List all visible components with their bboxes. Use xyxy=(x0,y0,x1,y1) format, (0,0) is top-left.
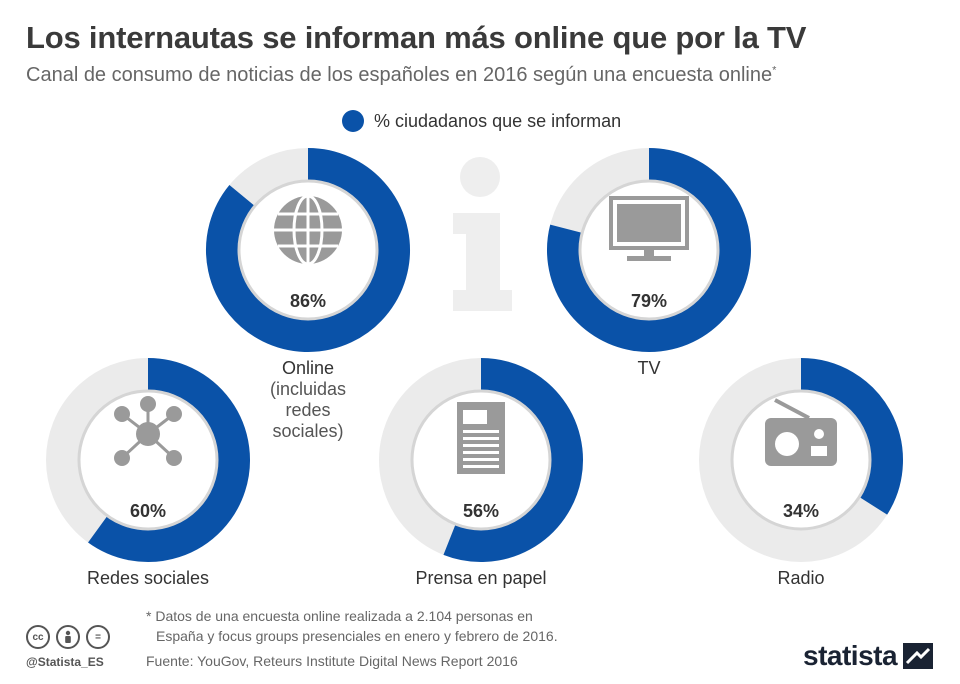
donut-category-label: Redes sociales xyxy=(87,568,209,588)
network-node xyxy=(166,406,182,422)
tv-icon-screen xyxy=(617,204,681,242)
brand-wordmark: statista xyxy=(803,640,898,671)
donut-value-arc xyxy=(547,148,751,352)
social-handle: @Statista_ES xyxy=(26,655,104,669)
newspaper-icon-line xyxy=(463,430,499,433)
donut-inner-ring xyxy=(77,389,219,531)
donut-category-label-line: TV xyxy=(637,358,660,378)
chart-title: Los internautas se informan más online q… xyxy=(26,20,807,55)
newspaper-icon-line xyxy=(463,451,499,454)
network-node xyxy=(114,406,130,422)
donut-chart: 86% Online (incluidas redes sociales) 79% TV 60… xyxy=(46,148,903,588)
legend-swatch xyxy=(342,110,364,132)
legend-label: % ciudadanos que se informan xyxy=(374,110,622,131)
cc-license-icon: cc xyxy=(26,625,50,649)
license-icons: cc = xyxy=(26,625,110,649)
donut-category-label-line: redes xyxy=(285,400,330,420)
donut-2: 60% Redes sociales xyxy=(46,358,250,588)
footnote-line-2: España y focus groups presenciales en en… xyxy=(156,628,558,644)
network-node xyxy=(140,396,156,412)
info-watermark-stem xyxy=(453,213,512,311)
globe-icon-lines xyxy=(274,194,342,266)
donut-category-label: TV xyxy=(637,358,660,378)
subtitle-footnote-mark: * xyxy=(772,64,777,77)
radio-icon-speaker xyxy=(775,432,799,456)
tv-icon-stand xyxy=(627,256,671,261)
radio-icon xyxy=(765,398,837,466)
donut-category-label: Radio xyxy=(777,568,824,588)
info-watermark-dot xyxy=(460,157,500,197)
radio-icon-knob xyxy=(814,429,824,439)
network-icon xyxy=(114,396,182,466)
donut-category-label: Online (incluidas redes sociales) xyxy=(270,358,346,441)
no-derivatives-icon: = xyxy=(86,625,110,649)
globe-icon xyxy=(274,194,342,266)
donut-4: 34% Radio xyxy=(699,358,903,588)
donut-value-arc xyxy=(88,358,250,562)
donut-inner-ring xyxy=(578,179,720,321)
newspaper-icon-line xyxy=(463,444,499,447)
network-node xyxy=(114,450,130,466)
donut-category-label-line: Prensa en papel xyxy=(415,568,546,588)
source-note: Fuente: YouGov, Reteurs Institute Digita… xyxy=(146,653,518,669)
subtitle-text: Canal de consumo de noticias de los espa… xyxy=(26,64,773,86)
newspaper-icon-photo xyxy=(463,410,487,424)
donut-1: 79% TV xyxy=(547,148,751,378)
donut-value-label: 86% xyxy=(290,291,326,311)
radio-icon-dial xyxy=(811,446,827,456)
newspaper-icon-line xyxy=(463,458,499,461)
donut-value-label: 56% xyxy=(463,501,499,521)
legend: % ciudadanos que se informan xyxy=(342,110,621,132)
chart-subtitle: Canal de consumo de noticias de los espa… xyxy=(26,64,776,87)
donut-inner-ring xyxy=(410,389,552,531)
donut-value-arc xyxy=(443,358,583,562)
footnote-line-1: * Datos de una encuesta online realizada… xyxy=(146,608,533,624)
newspaper-icon xyxy=(457,402,505,474)
tv-icon-neck xyxy=(644,248,654,256)
donut-value-label: 34% xyxy=(783,501,819,521)
donut-value-arc xyxy=(800,358,903,515)
tv-icon xyxy=(609,196,689,261)
donut-inner-ring xyxy=(730,389,872,531)
info-watermark-icon xyxy=(453,157,512,311)
donut-value-label: 60% xyxy=(130,501,166,521)
newspaper-icon-line xyxy=(463,437,499,440)
network-node xyxy=(166,450,182,466)
donut-0: 86% Online (incluidas redes sociales) xyxy=(206,148,410,441)
person-icon xyxy=(65,630,71,643)
donut-category-label-line: Online xyxy=(282,358,334,378)
newspaper-icon-line xyxy=(463,465,499,468)
donut-category-label-line: Redes sociales xyxy=(87,568,209,588)
donut-category-label-line: Radio xyxy=(777,568,824,588)
donut-category-label: Prensa en papel xyxy=(415,568,546,588)
donut-inner-ring xyxy=(237,179,379,321)
donut-value-arc xyxy=(206,148,410,352)
donut-value-label: 79% xyxy=(631,291,667,311)
radio-icon-antenna xyxy=(774,398,810,420)
statista-logo-icon xyxy=(903,643,934,669)
donut-category-label-line: sociales) xyxy=(272,421,343,441)
donut-3: 56% Prensa en papel xyxy=(379,358,583,588)
attribution-icon xyxy=(56,625,80,649)
donut-category-label-line: (incluidas xyxy=(270,379,346,399)
statista-logo[interactable]: statista xyxy=(803,640,934,672)
network-hub xyxy=(136,422,160,446)
donut-group: 86% Online (incluidas redes sociales) 79% TV 60… xyxy=(46,148,903,588)
footnote: * Datos de una encuesta online realizada… xyxy=(146,606,558,646)
